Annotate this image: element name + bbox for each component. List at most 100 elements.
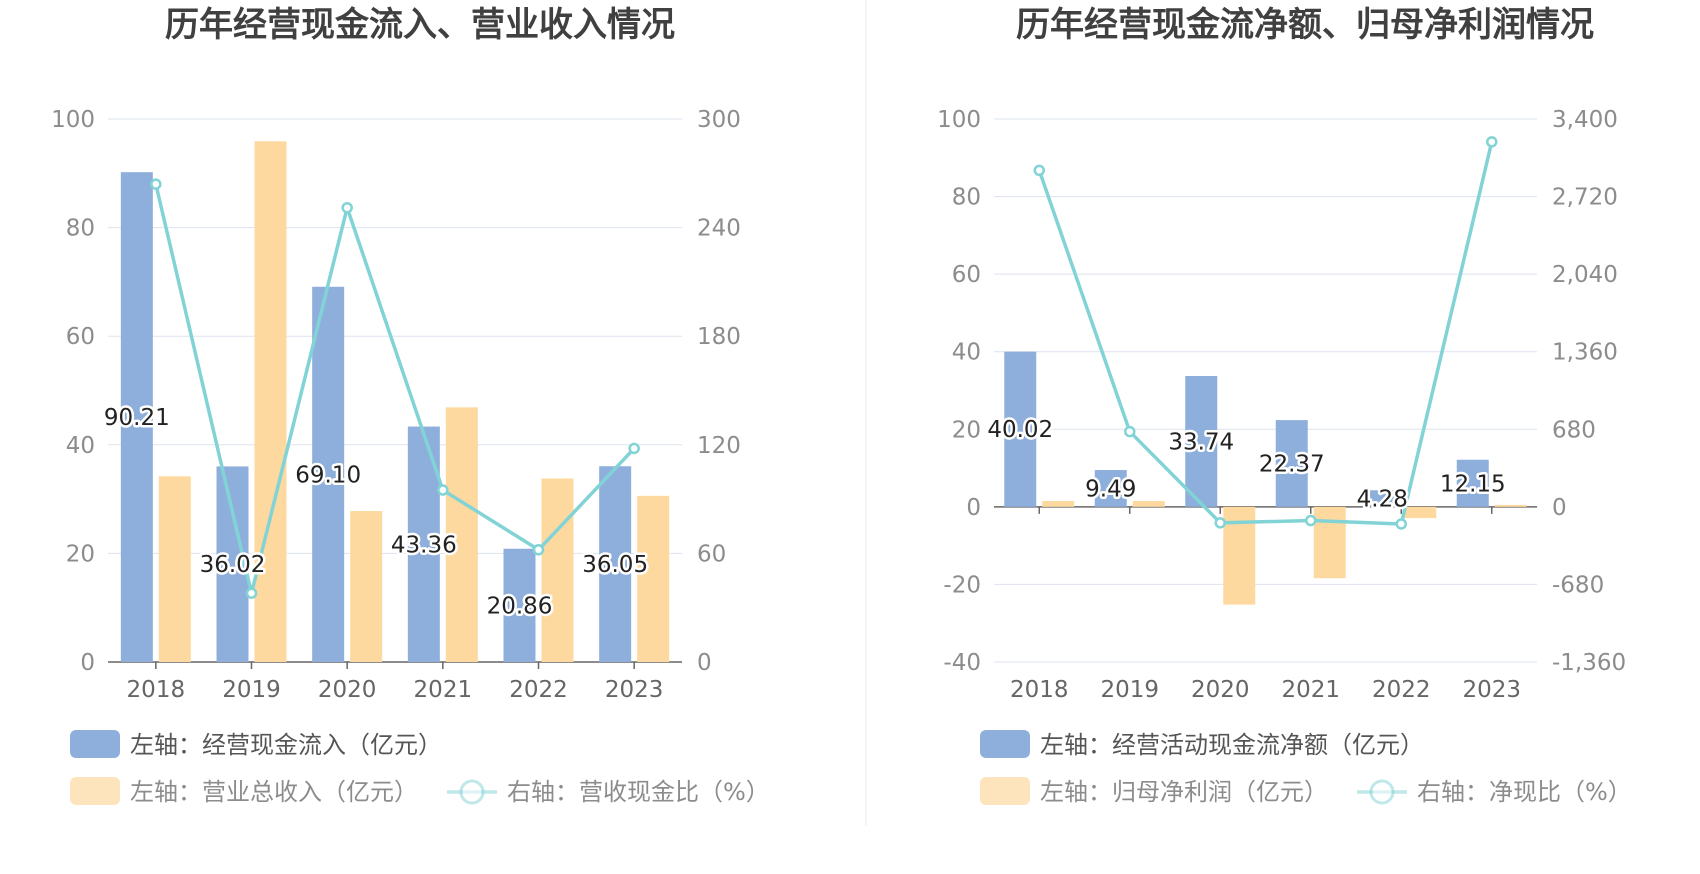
right-axis-tick: 2,040 xyxy=(1552,262,1618,288)
x-axis-label: 2022 xyxy=(1372,677,1431,703)
ratio-point xyxy=(1486,136,1498,148)
bar-secondary xyxy=(254,141,287,662)
bar-secondary xyxy=(1132,501,1165,507)
right-axis-tick: 180 xyxy=(697,324,741,350)
legend-swatch-line-marker xyxy=(1369,779,1395,805)
x-axis-label: 2021 xyxy=(414,677,473,703)
x-axis-label: 2020 xyxy=(1191,677,1250,703)
left-axis-tick: 0 xyxy=(966,495,981,521)
ratio-point xyxy=(628,442,640,455)
x-axis-label: 2018 xyxy=(127,677,186,703)
legend-swatch-orange xyxy=(70,777,120,805)
bar-secondary xyxy=(1404,506,1437,519)
chart-title: 历年经营现金流入、营业收入情况 xyxy=(165,5,675,45)
ratio-point xyxy=(150,178,162,190)
ratio-line xyxy=(154,183,636,595)
left-axis-tick: 40 xyxy=(66,433,95,459)
bar-data-label: 36.02 xyxy=(200,552,266,578)
legend-swatch-line-marker xyxy=(459,779,485,805)
bar-secondary xyxy=(158,476,191,662)
right-axis-tick: 120 xyxy=(697,433,741,459)
bar-cash-inflow xyxy=(120,172,153,662)
bar-secondary xyxy=(637,495,670,662)
left-axis-tick: 60 xyxy=(952,262,981,288)
left-axis-tick: 100 xyxy=(51,107,95,133)
right-axis-tick: 60 xyxy=(697,541,726,567)
bar-cash-inflow xyxy=(1366,490,1399,507)
x-axis-label: 2023 xyxy=(605,677,664,703)
bar-data-label: 33.74 xyxy=(1168,429,1234,455)
left-axis-tick: 60 xyxy=(66,324,95,350)
legend-label: 左轴：营业总收入（亿元） xyxy=(130,778,418,806)
ratio-point xyxy=(1124,425,1136,438)
ratio-point xyxy=(1305,514,1317,527)
x-axis-label: 2019 xyxy=(1100,677,1159,703)
x-axis-label: 2018 xyxy=(1010,677,1069,703)
right-axis-tick: 300 xyxy=(697,107,741,133)
legend-label: 左轴：归母净利润（亿元） xyxy=(1040,778,1328,806)
legend-label: 左轴：经营活动现金流净额（亿元） xyxy=(1040,731,1424,759)
bar-cash-inflow xyxy=(1456,459,1489,507)
right-axis-tick: 240 xyxy=(697,216,741,242)
ratio-point xyxy=(1214,517,1226,529)
chart-title: 历年经营现金流净额、归母净利润情况 xyxy=(1016,5,1594,45)
chart-1: 历年经营现金流入、营业收入情况 0 0 20 60 40 120 60 180 80 240 100 3… xyxy=(51,5,770,806)
left-axis-tick: 0 xyxy=(80,650,95,676)
bar-data-label: 9.49 xyxy=(1085,476,1136,502)
legend-label: 右轴：营收现金比（%） xyxy=(507,778,770,806)
right-axis-tick: -680 xyxy=(1552,572,1604,598)
bar-cash-inflow xyxy=(503,548,536,662)
bar-cash-inflow xyxy=(1275,420,1308,507)
right-axis-tick: 680 xyxy=(1552,417,1596,443)
bar-data-label: 12.15 xyxy=(1440,471,1506,497)
ratio-line xyxy=(1037,141,1494,526)
bar-secondary xyxy=(541,478,574,662)
legend-label: 右轴：净现比（%） xyxy=(1417,778,1632,806)
ratio-point xyxy=(1033,164,1045,177)
x-axis-label: 2019 xyxy=(222,677,281,703)
x-axis-label: 2022 xyxy=(509,677,568,703)
bar-cash-inflow xyxy=(1004,351,1037,507)
bar-secondary xyxy=(1494,504,1527,507)
bar-cash-inflow xyxy=(1094,470,1127,507)
ratio-point xyxy=(1395,518,1407,530)
bar-secondary xyxy=(1313,506,1346,579)
bar-secondary xyxy=(350,511,383,662)
right-axis-tick: 3,400 xyxy=(1552,107,1618,133)
bar-data-label: 69.10 xyxy=(295,462,361,488)
bar-cash-inflow xyxy=(1185,375,1218,507)
legend-swatch-blue xyxy=(70,730,120,758)
bar-data-label: 90.21 xyxy=(104,405,170,431)
bar-data-label: 40.02 xyxy=(987,417,1053,443)
legend-swatch-blue xyxy=(980,730,1030,758)
ratio-point xyxy=(532,544,545,556)
right-axis-tick: 0 xyxy=(1552,495,1567,521)
left-axis-tick: 20 xyxy=(66,541,95,567)
legend-label: 左轴：经营现金流入（亿元） xyxy=(130,731,442,759)
bar-data-label: 43.36 xyxy=(391,532,457,558)
bar-data-label: 4.28 xyxy=(1357,487,1408,513)
x-axis-label: 2023 xyxy=(1462,677,1521,703)
right-axis-tick: 0 xyxy=(697,650,712,676)
left-axis-tick: -20 xyxy=(943,572,981,598)
bar-cash-inflow xyxy=(312,286,345,662)
x-axis-label: 2021 xyxy=(1281,677,1340,703)
legend-swatch-orange xyxy=(980,777,1030,805)
ratio-point xyxy=(437,484,449,496)
x-axis-label: 2020 xyxy=(318,677,377,703)
left-axis-tick: 20 xyxy=(952,417,981,443)
bar-secondary xyxy=(445,407,478,662)
bar-data-label: 20.86 xyxy=(487,593,553,619)
left-axis-tick: 80 xyxy=(66,216,95,242)
bar-data-label: 36.05 xyxy=(582,552,648,578)
right-axis-tick: 2,720 xyxy=(1552,185,1618,211)
left-axis-tick: 100 xyxy=(937,107,981,133)
left-axis-tick: -40 xyxy=(943,650,981,676)
left-axis-tick: 80 xyxy=(952,185,981,211)
right-axis-tick: 1,360 xyxy=(1552,340,1618,366)
left-axis-tick: 40 xyxy=(952,340,981,366)
bar-cash-inflow xyxy=(599,466,632,662)
right-axis-tick: -1,360 xyxy=(1552,650,1626,676)
